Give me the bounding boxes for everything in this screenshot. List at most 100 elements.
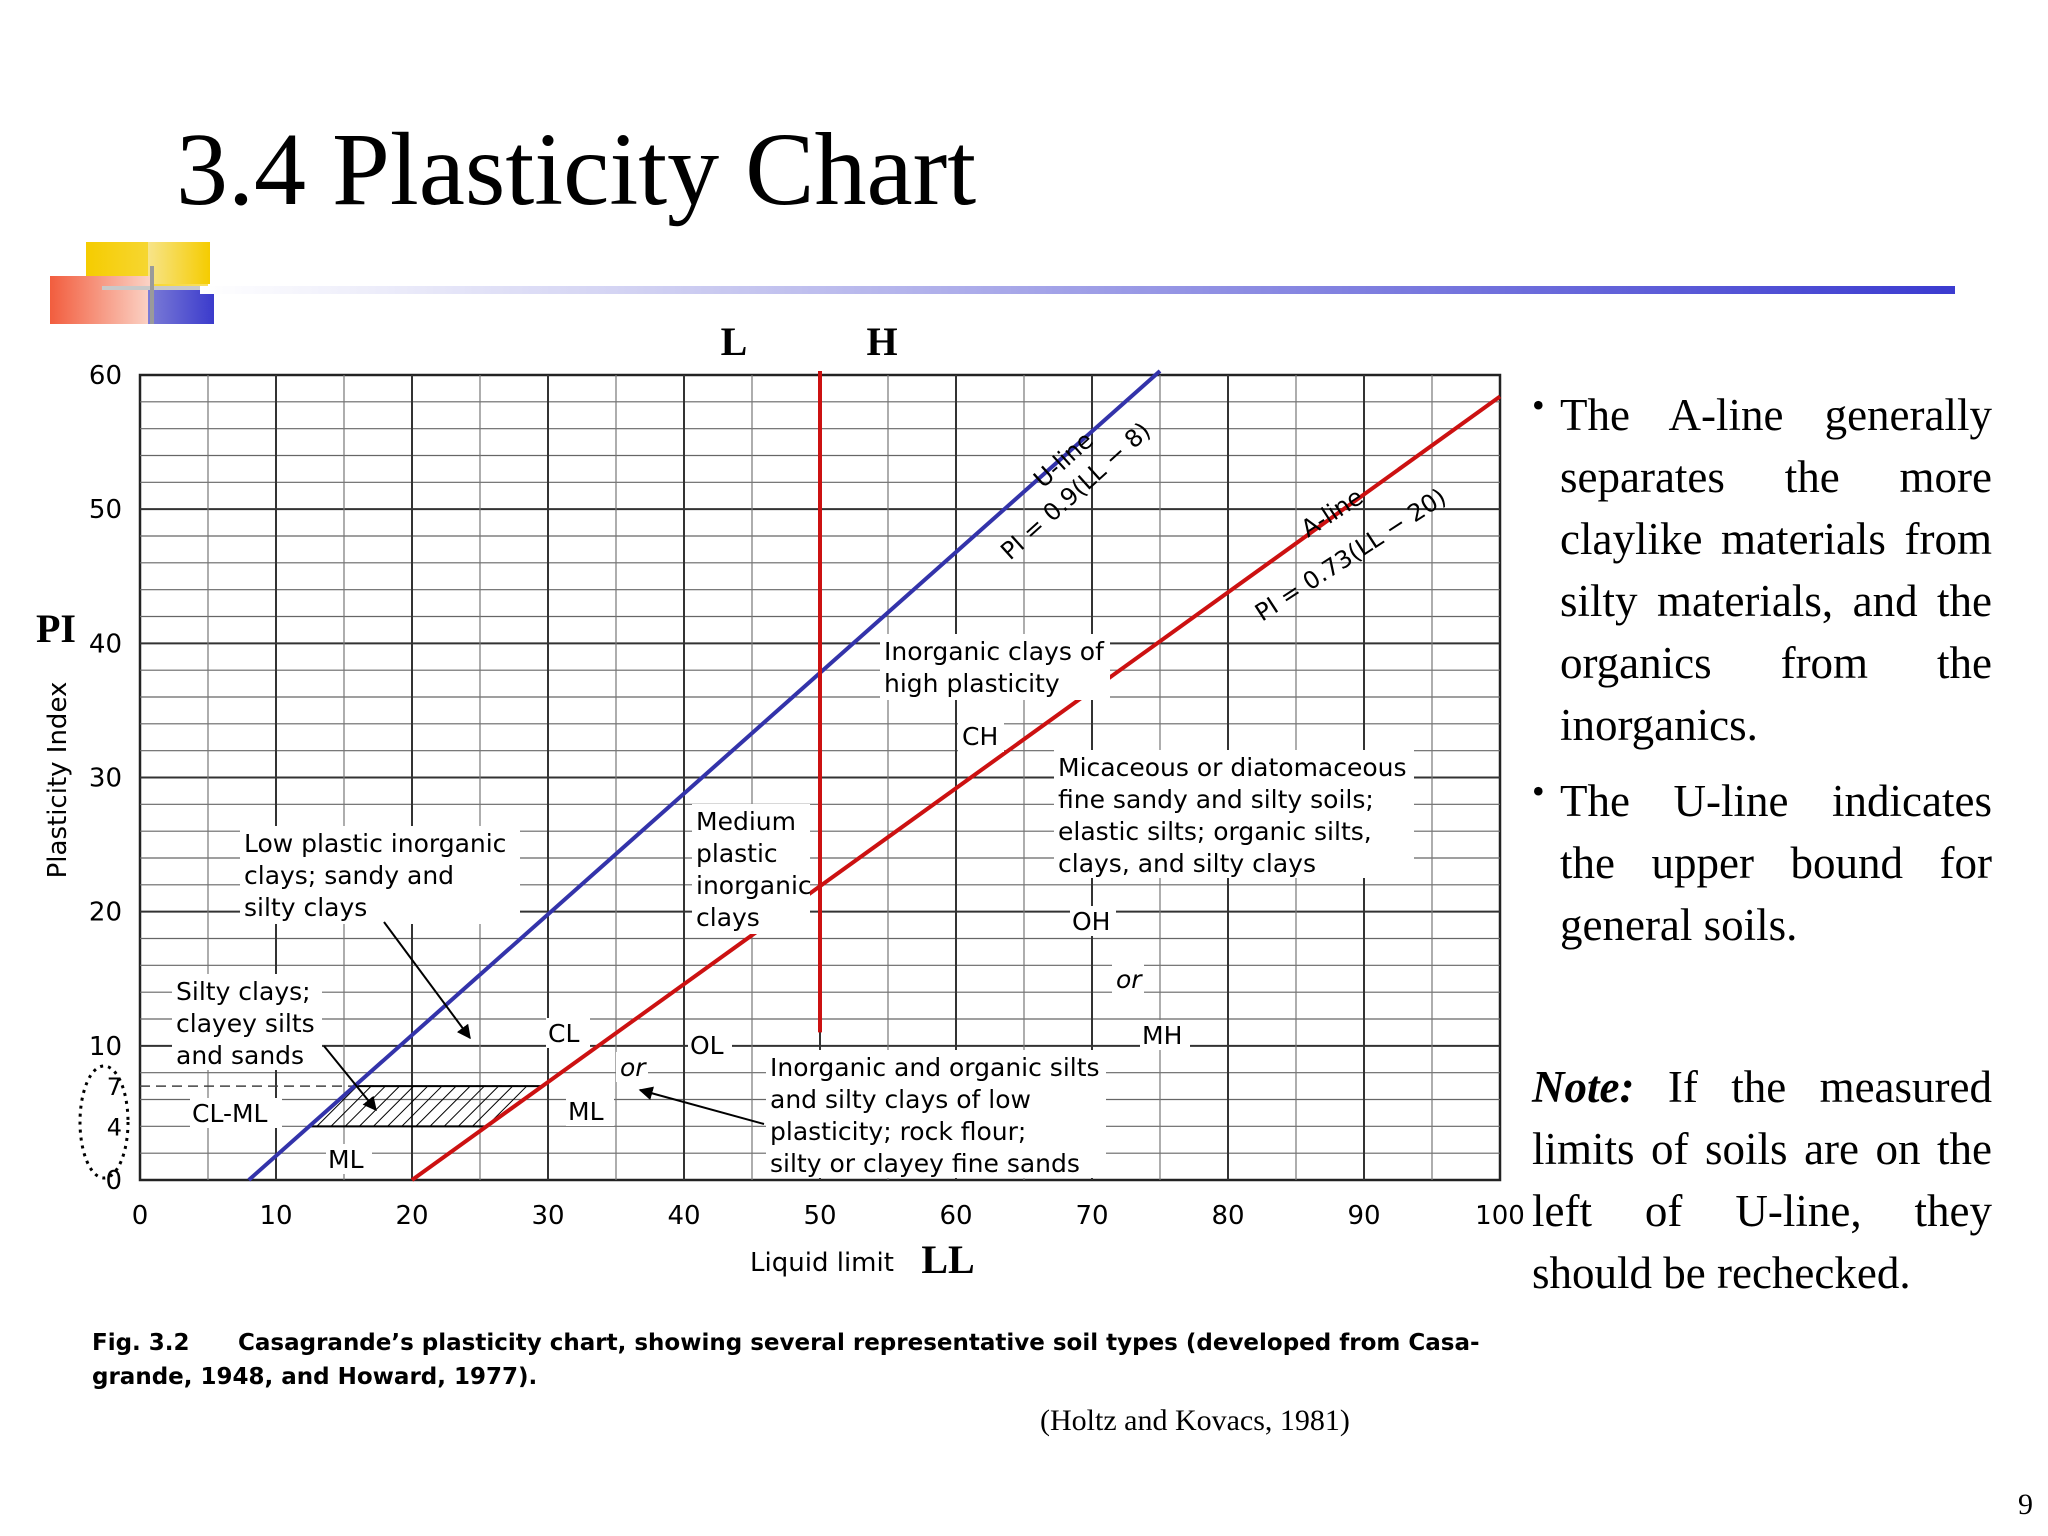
svg-text:Silty clays;: Silty clays; <box>176 977 311 1006</box>
svg-text:clays, and silty clays: clays, and silty clays <box>1058 849 1316 878</box>
y-tick-label: 40 <box>89 629 122 659</box>
annotation-ml: ML <box>566 1096 614 1126</box>
chart-ticks: 0 10 20 30 40 50 60 70 80 90 100 0 10 20 30 40 50 60 4 7 <box>89 361 1525 1231</box>
x-tick-label: 0 <box>132 1201 149 1231</box>
svg-text:Micaceous or diatomaceous: Micaceous or diatomaceous <box>1058 753 1407 782</box>
x-tick-label: 10 <box>259 1201 292 1231</box>
svg-text:or: or <box>1116 965 1143 994</box>
svg-text:plastic: plastic <box>696 839 778 868</box>
bullet-u-line: The U-line indicates the upper bound for… <box>1532 760 1992 956</box>
dotted-ellipse-marker <box>78 1064 130 1180</box>
svg-text:MH: MH <box>1142 1021 1182 1050</box>
annotation-medium-plastic: Medium plastic inorganic clays <box>692 804 812 934</box>
y-extra-tick-label: 4 <box>107 1113 122 1141</box>
svg-text:CH: CH <box>962 722 998 751</box>
svg-text:silty clays: silty clays <box>244 893 367 922</box>
svg-text:Inorganic and organic silts: Inorganic and organic silts <box>770 1053 1100 1082</box>
svg-text:and sands: and sands <box>176 1041 304 1070</box>
y-tick-label: 0 <box>105 1166 122 1196</box>
decor-red-square <box>50 276 150 324</box>
svg-text:clays; sandy and: clays; sandy and <box>244 861 454 890</box>
bullet-a-line: The A-line generally separates the more … <box>1532 374 1992 756</box>
bullet-list: The A-line generally separates the more … <box>1532 374 1992 970</box>
x-tick-label: 40 <box>667 1201 700 1231</box>
svg-text:inorganic: inorganic <box>696 871 812 900</box>
svg-text:CL: CL <box>548 1019 579 1048</box>
note-text: If the measured limits of soils are on t… <box>1532 1062 1992 1298</box>
y-tick-label: 10 <box>89 1032 122 1062</box>
annotation-ol: OL <box>688 1030 732 1060</box>
svg-text:elastic silts; organic silts,: elastic silts; organic silts, <box>1058 817 1372 846</box>
arrow-low-plasticity-silts <box>638 1086 765 1125</box>
decor-vertical-line <box>150 266 154 324</box>
svg-text:clayey silts: clayey silts <box>176 1009 315 1038</box>
annotation-ch: CH <box>958 720 1004 752</box>
annotation-cl: CL <box>546 1018 590 1048</box>
annotation-or-left: or <box>616 1052 648 1082</box>
svg-text:CL-ML: CL-ML <box>192 1099 268 1128</box>
x-tick-label: 100 <box>1475 1201 1525 1231</box>
annotation-or-right: or <box>1112 964 1144 994</box>
svg-text:or: or <box>620 1053 647 1082</box>
annotation-ml-low: ML <box>326 1144 372 1174</box>
y-axis-label: Plasticity Index <box>43 682 73 879</box>
ll-axis-overlay: LL <box>921 1237 974 1282</box>
pi-axis-overlay: PI <box>36 606 76 651</box>
svg-text:and silty clays of low: and silty clays of low <box>770 1085 1031 1114</box>
svg-text:fine sandy and silty soils;: fine sandy and silty soils; <box>1058 785 1374 814</box>
arrow-silty-clays <box>323 1045 377 1112</box>
a-line <box>410 394 1502 1182</box>
figure-caption-line-1: Casagrande’s plasticity chart, showing s… <box>238 1330 1480 1356</box>
note-label: Note: <box>1532 1062 1635 1112</box>
x-axis-label: Liquid limit <box>750 1248 894 1278</box>
arrow-low-plastic <box>383 921 471 1040</box>
annotation-oh: OH <box>1070 906 1116 936</box>
annotation-low-plastic: Low plastic inorganic clays; sandy and s… <box>240 826 520 924</box>
plasticity-chart: 0 10 20 30 40 50 60 70 80 90 100 0 10 20 30 40 50 60 4 7 Li… <box>36 319 1525 1390</box>
chart-lines <box>247 369 1502 1182</box>
y-tick-label: 60 <box>89 361 122 391</box>
x-tick-label: 60 <box>939 1201 972 1231</box>
citation: (Holtz and Kovacs, 1981) <box>1040 1404 1350 1437</box>
y-extra-tick-label: 7 <box>107 1073 122 1101</box>
annotation-mh: MH <box>1140 1020 1190 1050</box>
x-tick-label: 50 <box>803 1201 836 1231</box>
svg-text:ML: ML <box>328 1145 364 1174</box>
slide-title: 3.4 Plasticity Chart <box>176 112 977 227</box>
svg-text:high plasticity: high plasticity <box>884 669 1060 698</box>
annotation-low-plasticity-silts: Inorganic and organic silts and silty cl… <box>766 1050 1106 1178</box>
svg-text:silty or clayey fine sands: silty or clayey fine sands <box>770 1149 1080 1178</box>
svg-text:OH: OH <box>1072 907 1110 936</box>
annotation-micaceous: Micaceous or diatomaceous fine sandy and… <box>1054 750 1414 878</box>
note-paragraph: Note: If the measured limits of soils ar… <box>1532 1056 1992 1304</box>
high-plasticity-label: H <box>866 319 897 364</box>
svg-text:OL: OL <box>690 1031 724 1060</box>
svg-text:Low plastic inorganic: Low plastic inorganic <box>244 829 506 858</box>
x-tick-label: 90 <box>1347 1201 1380 1231</box>
annotation-arrows <box>323 921 765 1125</box>
svg-text:ML: ML <box>568 1097 604 1126</box>
svg-text:plasticity; rock flour;: plasticity; rock flour; <box>770 1117 1026 1146</box>
x-tick-label: 80 <box>1211 1201 1244 1231</box>
decor-horizontal-line <box>102 286 212 290</box>
svg-text:Medium: Medium <box>696 807 796 836</box>
y-tick-label: 50 <box>89 495 122 525</box>
title-underline-bar <box>200 286 1955 294</box>
annotation-silty-clays: Silty clays; clayey silts and sands <box>172 974 322 1070</box>
y-tick-label: 20 <box>89 898 122 928</box>
x-tick-label: 20 <box>395 1201 428 1231</box>
annotation-high-plasticity-clays: Inorganic clays of high plasticity <box>880 634 1110 700</box>
figure-caption-line-2: grande, 1948, and Howard, 1977). <box>92 1364 537 1390</box>
low-plasticity-label: L <box>721 319 748 364</box>
page-number: 9 <box>2018 1488 2033 1521</box>
y-tick-label: 30 <box>89 764 122 794</box>
x-tick-label: 70 <box>1075 1201 1108 1231</box>
figure-caption-label: Fig. 3.2 <box>92 1330 190 1356</box>
x-tick-label: 30 <box>531 1201 564 1231</box>
svg-text:clays: clays <box>696 903 760 932</box>
decor-blue-square <box>148 290 214 324</box>
annotation-cl-ml: CL-ML <box>190 1098 282 1128</box>
u-line <box>247 369 1162 1182</box>
decor-yellow-square-2 <box>148 242 210 284</box>
svg-text:Inorganic clays of: Inorganic clays of <box>884 637 1105 666</box>
